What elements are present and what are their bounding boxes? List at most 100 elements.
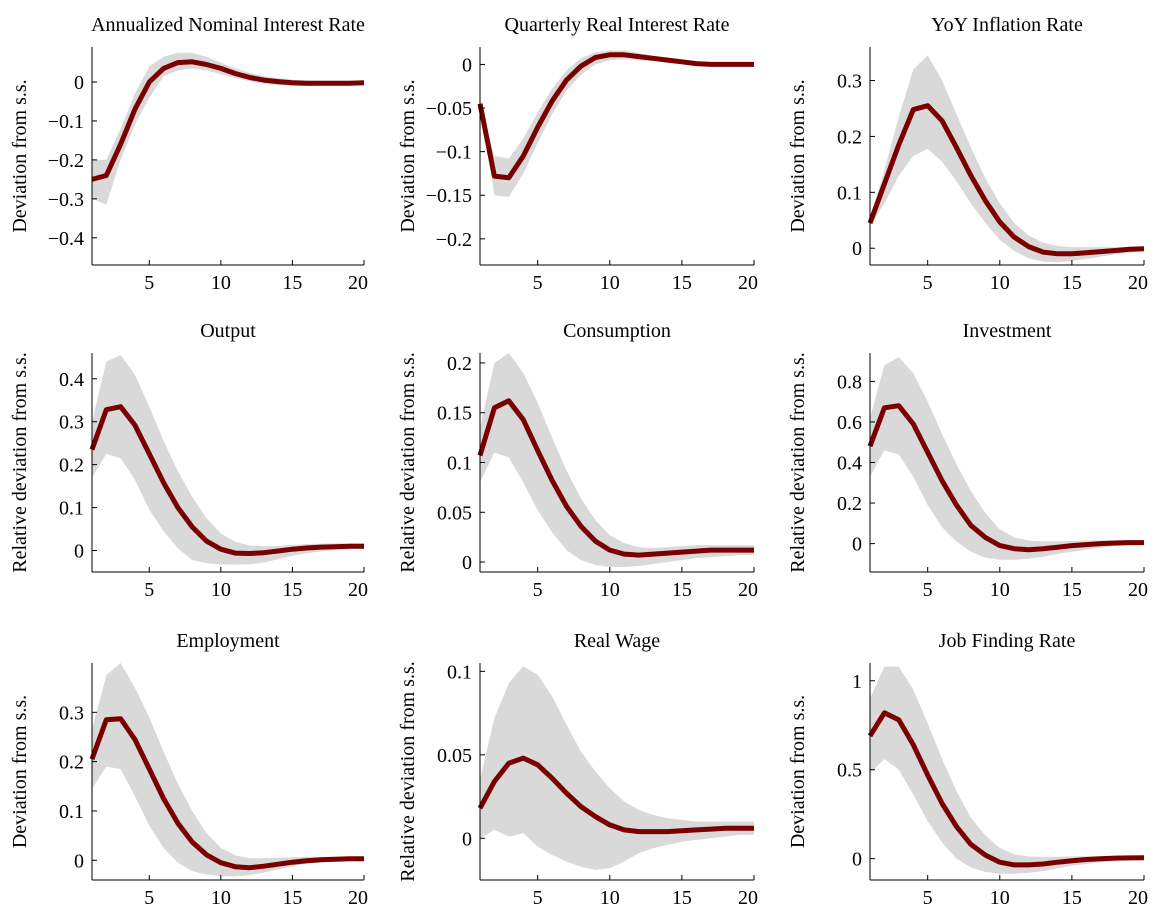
y-tick-label: −0.2 [436,229,472,251]
y-tick-label: 0.1 [447,453,472,475]
panel-3: 0 0.1 0.2 0.3 5 10 15 20 YoY Inflation Rate Devia… [787,14,1148,294]
x-tick-label: 20 [348,887,368,909]
y-tick-label: −0.05 [426,98,472,120]
x-tick-label: 15 [282,579,302,601]
y-axis-label: Relative deviation from s.s. [9,352,31,573]
confidence-band [870,357,1144,560]
x-tick-label: 10 [211,272,231,294]
y-tick-label: 0.05 [437,502,472,524]
y-tick-label: 0.8 [837,371,862,393]
response-line [867,103,1145,257]
y-tick-label: 0.1 [837,182,862,204]
response-line [91,59,365,182]
panel-8: 0 0.05 0.1 5 10 15 20 Real Wage Relative deviati… [397,630,758,909]
x-tick-label: 20 [1128,272,1148,294]
y-axis-label: Deviation from s.s. [9,79,31,232]
panel-4: 0 0.1 0.2 0.3 0.4 5 10 15 20 Output Relative devia… [9,320,368,601]
x-tick-label: 5 [533,272,543,294]
panel-2: −0.2 −0.15 −0.1 −0.05 0 5 10 15 20 Quarterly Real… [397,14,758,294]
panel-title: Quarterly Real Interest Rate [505,14,730,36]
panel-title: Consumption [563,320,671,342]
y-tick-label: 0.2 [837,126,862,148]
x-tick-label: 15 [1062,887,1082,909]
x-tick-label: 5 [144,579,154,601]
confidence-band [92,663,364,877]
y-tick-label: 0.15 [437,403,472,425]
y-tick-label: 0 [74,541,84,563]
y-tick-label: 0.2 [59,455,84,477]
y-tick-label: 0.4 [59,369,84,391]
confidence-band [480,666,754,870]
response-line [867,403,1144,553]
x-tick-label: 15 [1062,272,1082,294]
panel-title: Output [200,320,256,342]
panel-title: Real Wage [574,630,660,652]
panel-title: Investment [963,320,1052,342]
x-tick-label: 20 [738,579,758,601]
y-tick-label: 0.2 [837,493,862,515]
y-tick-label: −0.3 [48,189,84,211]
panel-7: 0 0.1 0.2 0.3 5 10 15 20 Employment Deviation fro… [9,630,368,909]
y-tick-label: 0.1 [59,498,84,520]
x-tick-label: 15 [282,272,302,294]
y-tick-label: 0 [852,238,862,260]
response-line [477,755,754,835]
y-tick-label: 0 [852,849,862,871]
x-tick-label: 20 [1128,579,1148,601]
panel-1: −0.4 −0.3 −0.2 −0.1 0 5 10 15 20 Annualized Nomin… [9,14,368,294]
y-tick-label: 0.2 [447,353,472,375]
x-tick-label: 10 [600,579,620,601]
x-tick-label: 15 [672,579,692,601]
y-tick-label: 0.5 [837,760,862,782]
y-tick-label: 0 [462,54,472,76]
y-tick-label: 1 [852,671,862,693]
y-tick-label: 0.05 [437,745,472,767]
confidence-band [870,55,1144,263]
panel-6: 0 0.2 0.4 0.6 0.8 5 10 15 20 Investment Relative d… [787,320,1148,601]
panel-title: Annualized Nominal Interest Rate [91,14,365,36]
response-line [89,404,364,556]
y-tick-label: 0.3 [59,702,84,724]
y-axis-label: Relative deviation from s.s. [397,352,419,573]
confidence-band [870,666,1144,874]
confidence-band [92,52,364,205]
y-tick-label: 0.1 [447,661,472,683]
y-tick-label: 0.6 [837,412,862,434]
x-tick-label: 10 [211,887,231,909]
y-tick-label: −0.1 [436,142,472,164]
x-tick-label: 20 [348,272,368,294]
x-tick-label: 10 [211,579,231,601]
y-tick-label: 0 [462,828,472,850]
response-line [477,398,754,558]
x-tick-label: 20 [738,887,758,909]
y-tick-label: 0.1 [59,801,84,823]
x-tick-label: 10 [600,887,620,909]
y-axis-label: Deviation from s.s. [397,79,419,232]
response-line [89,716,364,871]
y-tick-label: 0.3 [59,412,84,434]
y-tick-label: 0 [852,534,862,556]
x-tick-label: 15 [672,887,692,909]
y-axis-label: Deviation from s.s. [787,79,809,232]
x-tick-label: 15 [672,272,692,294]
x-tick-label: 15 [1062,579,1082,601]
confidence-band [92,355,364,565]
x-tick-label: 10 [990,272,1010,294]
confidence-band [480,50,754,197]
response-line [867,710,1145,868]
y-tick-label: 0 [74,72,84,94]
y-tick-label: −0.15 [426,185,472,207]
panel-title: YoY Inflation Rate [931,14,1083,36]
y-tick-label: −0.4 [48,228,84,250]
x-tick-label: 5 [923,579,933,601]
x-tick-label: 5 [144,272,154,294]
y-axis-label: Relative deviation from s.s. [397,661,419,882]
x-tick-label: 10 [990,579,1010,601]
y-axis-label: Relative deviation from s.s. [787,352,809,573]
x-tick-label: 5 [923,887,933,909]
x-tick-label: 20 [1128,887,1148,909]
panel-5: 0 0.05 0.1 0.15 0.2 5 10 15 20 Consumption Relativ… [397,320,758,601]
confidence-band [480,353,754,567]
